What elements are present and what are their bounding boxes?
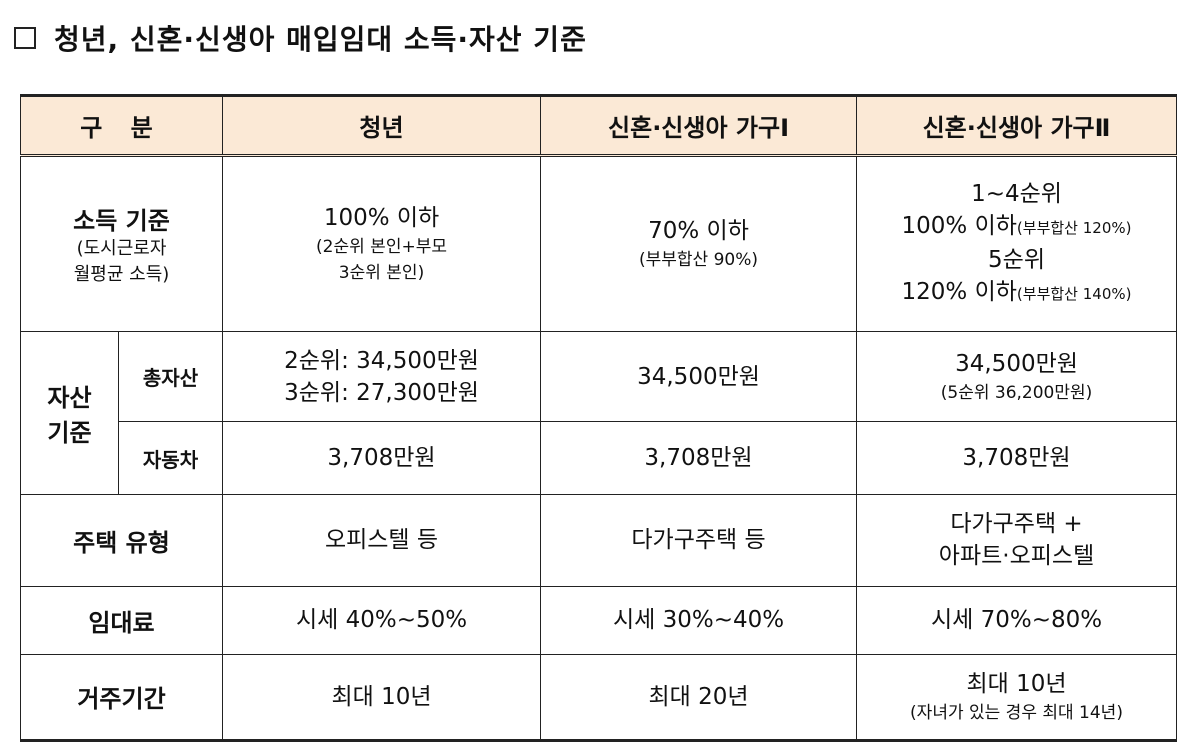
asset-total-nw2-sub: (5순위 36,200만원) bbox=[940, 382, 1093, 403]
income-nw2-line2: 100% 이하(부부합산 120%) bbox=[901, 213, 1132, 240]
rent-nw2: 시세 70%~80% bbox=[856, 585, 1178, 655]
asset-label-cell: 자산 기준 bbox=[20, 331, 119, 495]
table-header-row: 구 분 청년 신혼·신생아 가구Ⅰ 신혼·신생아 가구Ⅱ bbox=[19, 94, 1178, 158]
period-nw2-sub: (자녀가 있는 경우 최대 14년) bbox=[910, 702, 1123, 723]
period-label: 거주기간 bbox=[19, 653, 224, 742]
criteria-table: 구 분 청년 신혼·신생아 가구Ⅰ 신혼·신생아 가구Ⅱ 소득 기준 (도시근로… bbox=[19, 94, 1178, 742]
housing-nw2-line1: 다가구주택 + bbox=[950, 511, 1083, 538]
housing-youth: 오피스텔 등 bbox=[222, 493, 542, 587]
income-label: 소득 기준 bbox=[73, 206, 170, 235]
period-nw2-cell: 최대 10년 (자녀가 있는 경우 최대 14년) bbox=[856, 653, 1178, 742]
asset-car-nw2: 3,708만원 bbox=[856, 421, 1178, 495]
header-category: 구 분 bbox=[19, 94, 224, 158]
income-label-sub2: 월평균 소득) bbox=[73, 263, 170, 285]
checkbox-square-icon bbox=[14, 27, 36, 49]
housing-nw1: 다가구주택 등 bbox=[540, 493, 858, 587]
period-nw2-main: 최대 10년 bbox=[966, 670, 1067, 697]
housing-nw2-line2: 아파트·오피스텔 bbox=[938, 543, 1095, 570]
asset-total-label: 총자산 bbox=[117, 331, 224, 423]
asset-car-label: 자동차 bbox=[117, 421, 224, 495]
asset-label1: 자산 bbox=[47, 383, 92, 412]
row-period: 거주기간 최대 10년 최대 20년 최대 10년 (자녀가 있는 경우 최대 … bbox=[19, 653, 1178, 742]
income-nw2-line3: 5순위 bbox=[988, 247, 1045, 274]
period-nw1: 최대 20년 bbox=[540, 653, 858, 742]
asset-total-nw1: 34,500만원 bbox=[540, 331, 858, 423]
header-newlywed-1: 신혼·신생아 가구Ⅰ bbox=[540, 94, 858, 158]
rent-nw1: 시세 30%~40% bbox=[540, 585, 858, 655]
row-housing: 주택 유형 오피스텔 등 다가구주택 등 다가구주택 + 아파트·오피스텔 bbox=[19, 493, 1178, 587]
asset-total-youth1: 2순위: 34,500만원 bbox=[284, 347, 479, 374]
asset-label2: 기준 bbox=[47, 418, 92, 447]
asset-car-youth: 3,708만원 bbox=[222, 421, 542, 495]
income-youth-main: 100% 이하 bbox=[323, 205, 440, 232]
header-youth: 청년 bbox=[222, 94, 542, 158]
row-asset-total: 자산 기준 총자산 2순위: 34,500만원 3순위: 27,300만원 34… bbox=[20, 331, 1178, 495]
income-nw2-cell: 1~4순위 100% 이하(부부합산 120%) 5순위 120% 이하(부부합… bbox=[856, 155, 1178, 333]
asset-total-youth2: 3순위: 27,300만원 bbox=[284, 379, 479, 406]
income-youth-sub2: 3순위 본인) bbox=[338, 263, 425, 284]
housing-nw2-cell: 다가구주택 + 아파트·오피스텔 bbox=[856, 493, 1178, 587]
income-nw2-line1: 1~4순위 bbox=[971, 181, 1062, 208]
income-youth-sub1: (2순위 본인+부모 bbox=[316, 237, 447, 258]
rent-youth: 시세 40%~50% bbox=[222, 585, 542, 655]
row-income: 소득 기준 (도시근로자 월평균 소득) 100% 이하 (2순위 본인+부모 … bbox=[19, 155, 1178, 333]
income-youth-cell: 100% 이하 (2순위 본인+부모 3순위 본인) bbox=[222, 155, 542, 333]
asset-total-youth-cell: 2순위: 34,500만원 3순위: 27,300만원 bbox=[222, 331, 542, 423]
income-label-sub1: (도시근로자 bbox=[76, 237, 167, 259]
row-asset-car: 자동차 3,708만원 3,708만원 3,708만원 bbox=[21, 421, 1178, 495]
rent-label: 임대료 bbox=[19, 585, 224, 655]
income-nw1-main: 70% 이하 bbox=[648, 218, 749, 245]
income-nw1-sub: (부부합산 90%) bbox=[639, 250, 759, 271]
period-youth: 최대 10년 bbox=[222, 653, 542, 742]
page-title-text: 청년, 신혼·신생아 매입임대 소득·자산 기준 bbox=[54, 23, 587, 56]
asset-total-nw2-main: 34,500만원 bbox=[955, 350, 1078, 377]
row-rent: 임대료 시세 40%~50% 시세 30%~40% 시세 70%~80% bbox=[19, 585, 1178, 655]
income-label-cell: 소득 기준 (도시근로자 월평균 소득) bbox=[19, 155, 224, 333]
housing-label: 주택 유형 bbox=[19, 493, 224, 587]
asset-car-nw1: 3,708만원 bbox=[540, 421, 858, 495]
income-nw2-line4: 120% 이하(부부합산 140%) bbox=[901, 279, 1132, 306]
income-nw1-cell: 70% 이하 (부부합산 90%) bbox=[540, 155, 858, 333]
header-newlywed-2: 신혼·신생아 가구Ⅱ bbox=[856, 94, 1178, 158]
asset-total-nw2-cell: 34,500만원 (5순위 36,200만원) bbox=[856, 331, 1178, 423]
page-title: 청년, 신혼·신생아 매입임대 소득·자산 기준 bbox=[14, 18, 587, 58]
